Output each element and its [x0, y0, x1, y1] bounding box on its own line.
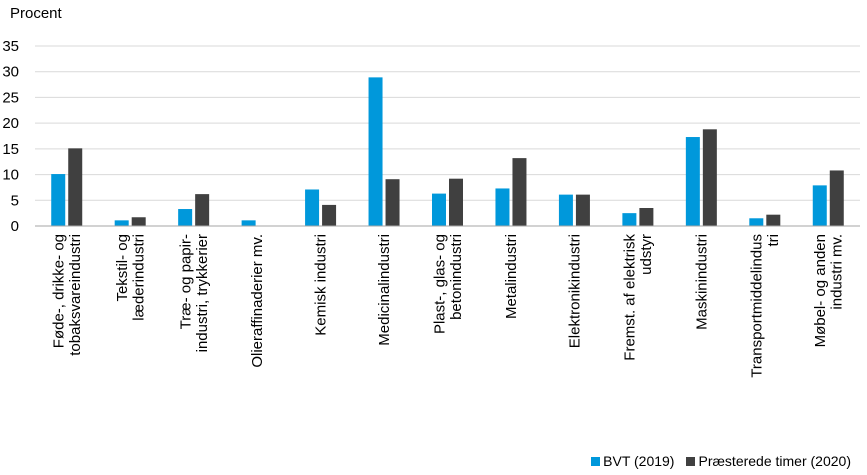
x-tick-label: udstyr: [638, 234, 655, 275]
x-tick-label: tri: [765, 234, 782, 247]
bar-timer: [385, 179, 400, 226]
x-tick-label: Maskinindustri: [693, 234, 710, 330]
bar-timer: [575, 194, 590, 226]
x-tick-label: Føde-, drikke- og: [50, 234, 67, 348]
bar-bvt: [178, 209, 193, 226]
bar-bvt: [305, 189, 320, 226]
y-tick-label: 5: [11, 192, 19, 209]
legend: BVT (2019) Præsterede timer (2020): [591, 453, 851, 469]
legend-item-timer: Præsterede timer (2020): [686, 453, 851, 469]
legend-label: BVT (2019): [603, 453, 675, 469]
bar-timer: [829, 170, 844, 226]
bar-timer: [702, 129, 717, 226]
x-tick-label: Medicinalindustri: [376, 234, 393, 346]
x-tick-label: industri, trykkerier: [194, 234, 211, 352]
y-tick-label: 0: [11, 218, 19, 235]
y-tick-label: 30: [2, 64, 19, 81]
bar-timer: [449, 178, 463, 226]
x-tick-label: betonindustri: [448, 234, 465, 320]
bar-chart: 0 5 10 15 20 25 30 35 Føde-, drikke- og tobaksva…: [2, 38, 860, 378]
bar-bvt: [749, 218, 764, 226]
bar-bvt: [432, 193, 446, 226]
bar-timer: [131, 217, 146, 226]
x-tick-label: Møbel- og anden: [812, 234, 829, 347]
y-tick-label: 25: [2, 89, 19, 106]
x-tick-label: Tekstil- og: [114, 234, 131, 302]
legend-item-bvt: BVT (2019): [591, 453, 674, 469]
x-tick-label: Elektronikindustri: [566, 234, 583, 348]
x-tick-label: tobaksvareindustri: [67, 234, 84, 356]
y-tick-label: 35: [2, 38, 19, 55]
bar-timer: [512, 158, 527, 226]
bar-bvt: [558, 194, 573, 226]
y-axis-title: Procent: [10, 5, 62, 22]
y-tick-label: 15: [2, 141, 19, 158]
legend-swatch: [591, 456, 601, 466]
legend-swatch: [686, 456, 696, 466]
x-tick-label: Olieraffinaderier mv.: [249, 234, 266, 368]
bar-timer: [195, 194, 210, 226]
x-tick-label: Metalindustri: [503, 234, 520, 319]
x-tick-label: Træ- og papir-: [177, 234, 194, 329]
gridlines: [35, 45, 860, 201]
bar-bvt: [368, 77, 383, 226]
x-tick-label: Plast-, glas- og: [431, 234, 448, 334]
bar-bvt: [495, 188, 510, 226]
x-tick-label: Kemisk industri: [313, 234, 330, 336]
x-tick-label: industri mv.: [829, 234, 846, 310]
bar-timer: [68, 148, 83, 226]
x-tick-label: Transportmiddelindus: [749, 234, 766, 378]
legend-label: Præsterede timer (2020): [698, 453, 851, 469]
bar-bvt: [685, 137, 700, 226]
bar-bvt: [114, 220, 129, 226]
x-tick-label: Fremst. af elektrisk: [622, 234, 639, 361]
bars: [51, 77, 844, 226]
y-tick-label: 10: [2, 167, 19, 184]
bar-bvt: [812, 185, 827, 226]
bar-timer: [639, 208, 654, 226]
bar-bvt: [241, 220, 256, 226]
bar-bvt: [51, 174, 66, 226]
bar-bvt: [622, 213, 637, 226]
x-tick-label: læderindustri: [130, 234, 147, 321]
x-axis-labels: Føde-, drikke- og tobaksvareindustri Tekst…: [50, 234, 845, 378]
y-axis-ticks: 0 5 10 15 20 25 30 35: [2, 38, 19, 235]
bar-timer: [322, 204, 337, 226]
y-tick-label: 20: [2, 115, 19, 132]
bar-timer: [766, 214, 781, 226]
